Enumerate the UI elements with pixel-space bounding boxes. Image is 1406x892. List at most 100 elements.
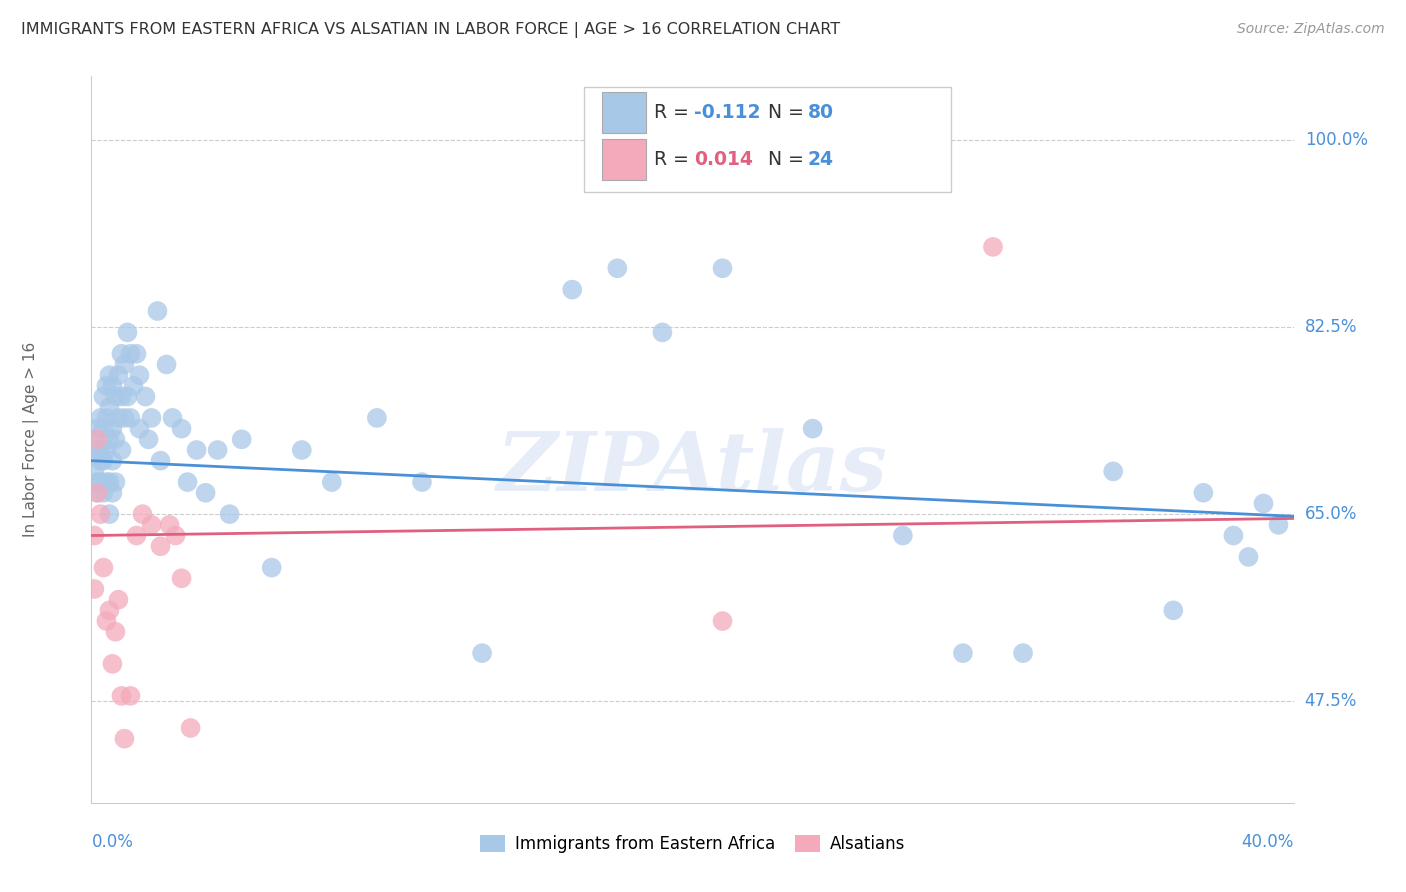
Point (134, 390, 156, 404)
Point (141, 411, 163, 425)
Point (146, 304, 169, 318)
Point (110, 390, 132, 404)
Point (101, 485, 124, 500)
Point (207, 442, 229, 457)
Point (606, 261, 628, 276)
Point (231, 433, 253, 447)
Point (711, 261, 734, 276)
Point (981, 240, 1004, 254)
Point (83, 433, 105, 447)
Point (125, 347, 148, 361)
Point (114, 411, 136, 425)
Point (114, 731, 136, 746)
Point (104, 433, 127, 447)
Point (96, 442, 118, 457)
Point (114, 358, 136, 372)
Point (86, 433, 108, 447)
Text: N =: N = (768, 103, 810, 122)
Point (1161, 603, 1184, 617)
Point (155, 358, 177, 372)
Text: Source: ZipAtlas.com: Source: ZipAtlas.com (1237, 22, 1385, 37)
Point (128, 368, 150, 383)
Point (194, 485, 217, 500)
Point (120, 411, 142, 425)
Point (952, 646, 974, 660)
Text: 40.0%: 40.0% (1241, 833, 1294, 851)
Point (471, 646, 494, 660)
Text: 47.5%: 47.5% (1305, 692, 1357, 710)
Point (101, 422, 124, 436)
Point (117, 326, 139, 340)
Legend: Immigrants from Eastern Africa, Alsatians: Immigrants from Eastern Africa, Alsatian… (472, 829, 912, 860)
Point (107, 368, 129, 383)
Point (1192, 485, 1215, 500)
Point (96, 614, 118, 628)
Point (149, 539, 172, 553)
Point (125, 528, 148, 542)
Point (89, 475, 111, 489)
Point (89, 453, 111, 467)
Point (180, 721, 202, 735)
Point (89, 442, 111, 457)
Point (891, 528, 914, 542)
Point (98, 507, 121, 521)
Point (104, 390, 127, 404)
Point (83, 582, 105, 596)
Point (176, 475, 198, 489)
Point (366, 411, 388, 425)
Point (120, 689, 142, 703)
Text: 0.014: 0.014 (693, 150, 752, 169)
Point (104, 475, 127, 489)
Point (162, 411, 184, 425)
Point (86, 485, 108, 500)
FancyBboxPatch shape (602, 139, 645, 180)
Point (93, 390, 115, 404)
Text: R =: R = (654, 150, 695, 169)
Point (138, 433, 160, 447)
Point (561, 283, 583, 297)
Point (96, 411, 118, 425)
FancyBboxPatch shape (585, 87, 950, 192)
Text: 100.0%: 100.0% (1305, 131, 1368, 149)
Point (1253, 496, 1275, 510)
Point (86, 475, 108, 489)
Text: 24: 24 (808, 150, 834, 169)
Point (89, 411, 111, 425)
Point (170, 571, 193, 585)
Point (651, 326, 673, 340)
Point (101, 657, 124, 671)
Point (98, 475, 121, 489)
Text: -0.112: -0.112 (693, 103, 761, 122)
Point (89, 507, 111, 521)
Point (98, 433, 121, 447)
Point (291, 442, 314, 457)
Point (83, 464, 105, 478)
Text: R =: R = (654, 103, 695, 122)
Point (104, 624, 127, 639)
Point (801, 422, 824, 436)
Text: IMMIGRANTS FROM EASTERN AFRICA VS ALSATIAN IN LABOR FORCE | AGE > 16 CORRELATION: IMMIGRANTS FROM EASTERN AFRICA VS ALSATI… (21, 22, 841, 38)
Text: In Labor Force | Age > 16: In Labor Force | Age > 16 (24, 342, 39, 537)
Text: ZIPAtlas: ZIPAtlas (496, 428, 889, 508)
Text: 80: 80 (808, 103, 834, 122)
Point (98, 401, 121, 415)
Point (149, 453, 172, 467)
Point (101, 379, 124, 393)
Point (98, 368, 121, 383)
Point (218, 507, 240, 521)
FancyBboxPatch shape (602, 93, 645, 133)
Point (86, 422, 108, 436)
Point (93, 422, 115, 436)
Text: 82.5%: 82.5% (1305, 318, 1357, 336)
Point (128, 422, 150, 436)
Point (186, 442, 208, 457)
Text: 0.0%: 0.0% (91, 833, 134, 851)
Text: 65.0%: 65.0% (1305, 505, 1357, 523)
Point (411, 475, 433, 489)
Point (93, 453, 115, 467)
Point (131, 507, 153, 521)
Point (170, 422, 193, 436)
Point (107, 592, 129, 607)
Point (110, 347, 132, 361)
Point (110, 442, 132, 457)
